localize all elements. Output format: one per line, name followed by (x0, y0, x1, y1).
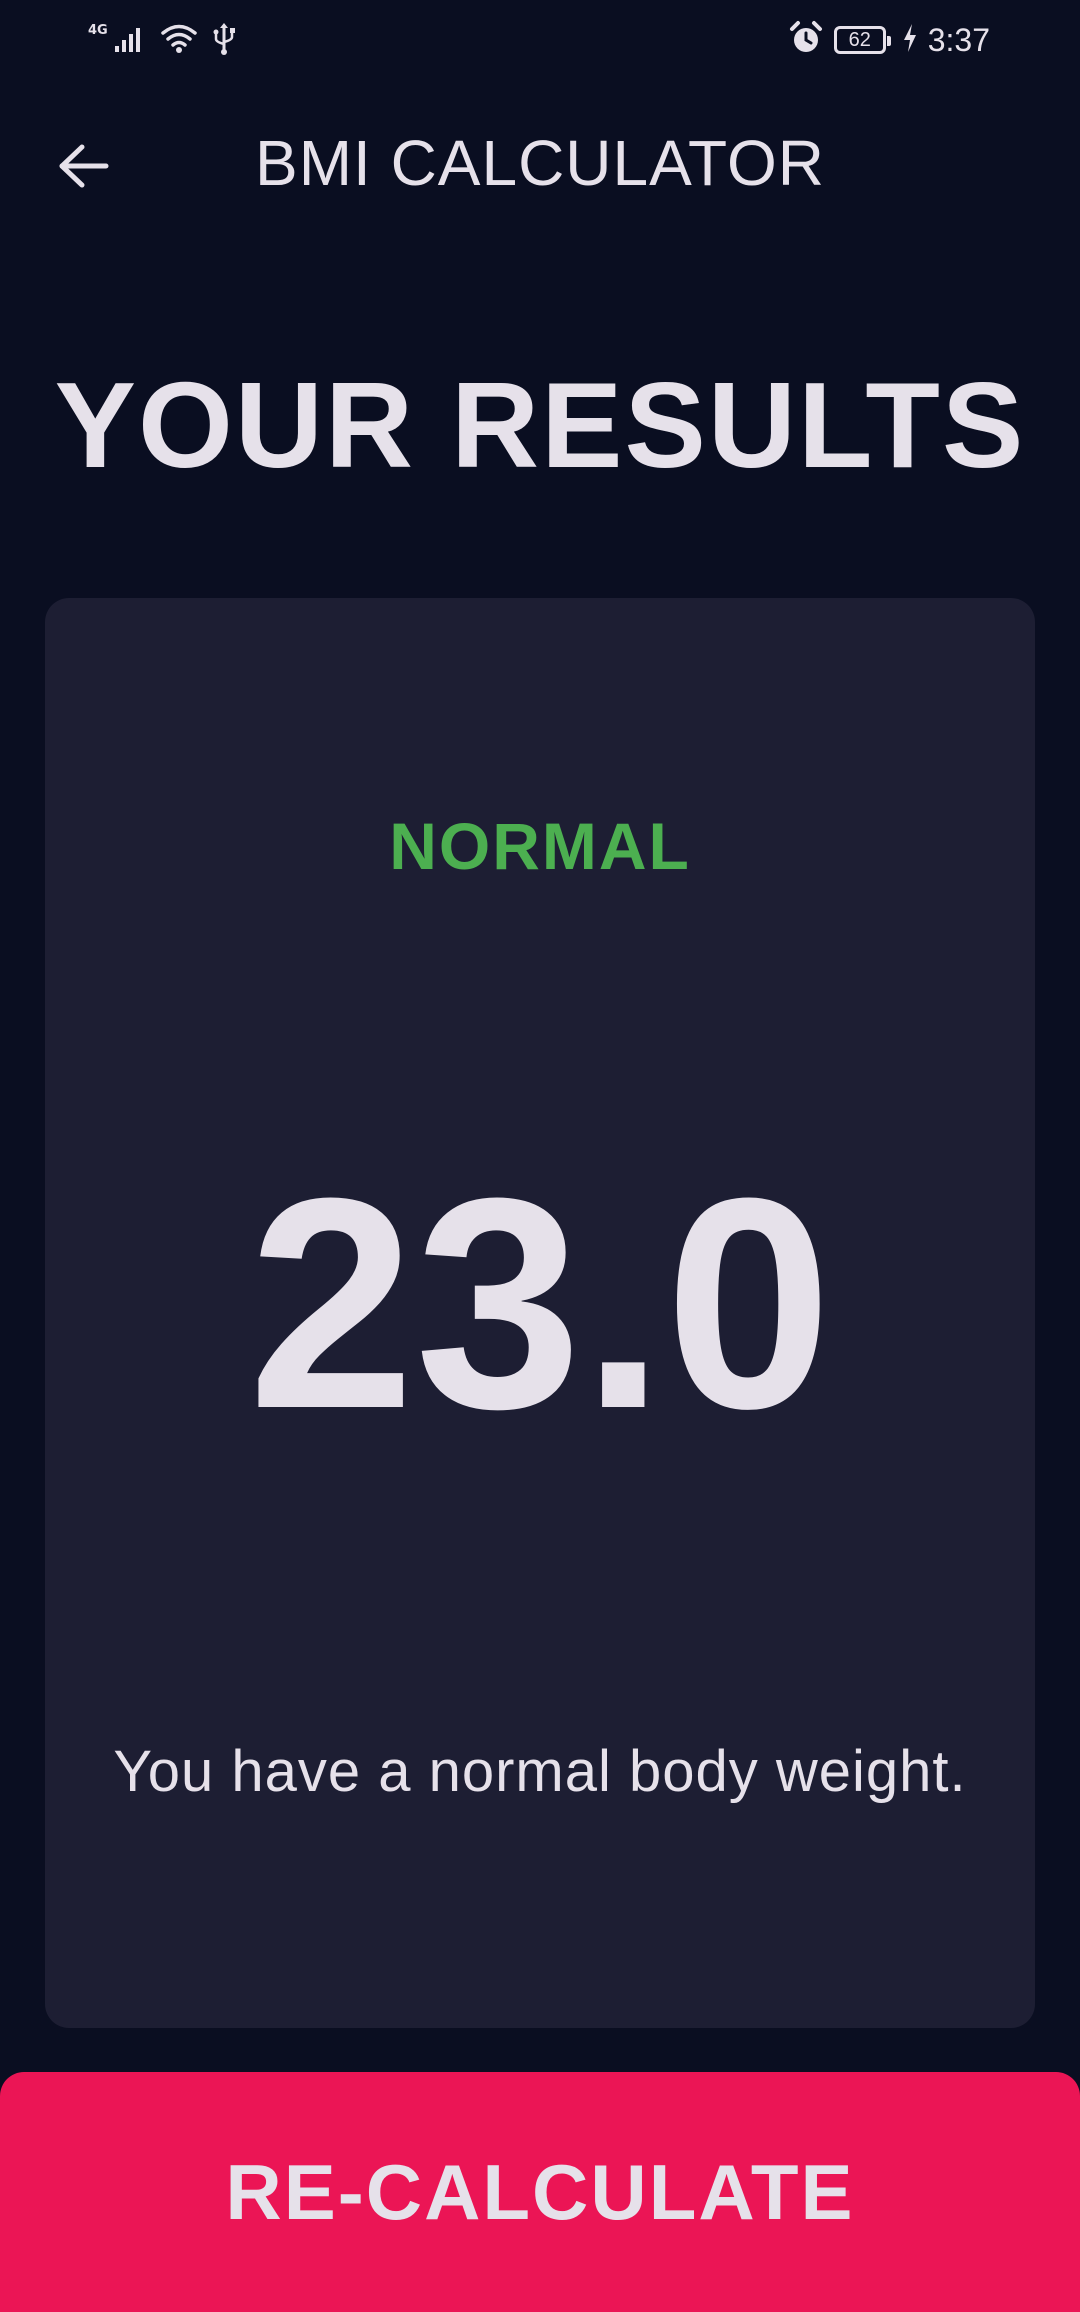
bmi-interpretation: You have a normal body weight. (113, 1739, 967, 1804)
status-bar: 4G (0, 0, 1080, 80)
recalculate-label: RE-CALCULATE (225, 2147, 855, 2236)
status-left-icons: 4G (88, 20, 236, 60)
wifi-icon (160, 22, 198, 58)
alarm-icon (788, 20, 824, 60)
recalculate-button[interactable]: RE-CALCULATE (0, 2072, 1080, 2312)
app-title: BMI CALCULATOR (255, 127, 825, 199)
charging-icon (902, 23, 918, 57)
result-card: NORMAL 23.0 You have a normal body weigh… (45, 598, 1035, 2028)
back-button[interactable] (50, 135, 116, 201)
app-bar: BMI CALCULATOR (0, 100, 1080, 230)
bmi-category: NORMAL (389, 809, 691, 883)
status-right-icons: 62 3:37 (788, 18, 990, 62)
signal-icon (114, 22, 146, 58)
clock: 3:37 (927, 21, 990, 58)
page-title: YOUR RESULTS (54, 357, 1026, 493)
bmi-value: 23.0 (248, 1135, 832, 1471)
network-type: 4G (88, 22, 108, 38)
battery-icon: 62 (833, 26, 891, 54)
usb-icon (212, 21, 236, 59)
arrow-back-icon (56, 139, 110, 197)
